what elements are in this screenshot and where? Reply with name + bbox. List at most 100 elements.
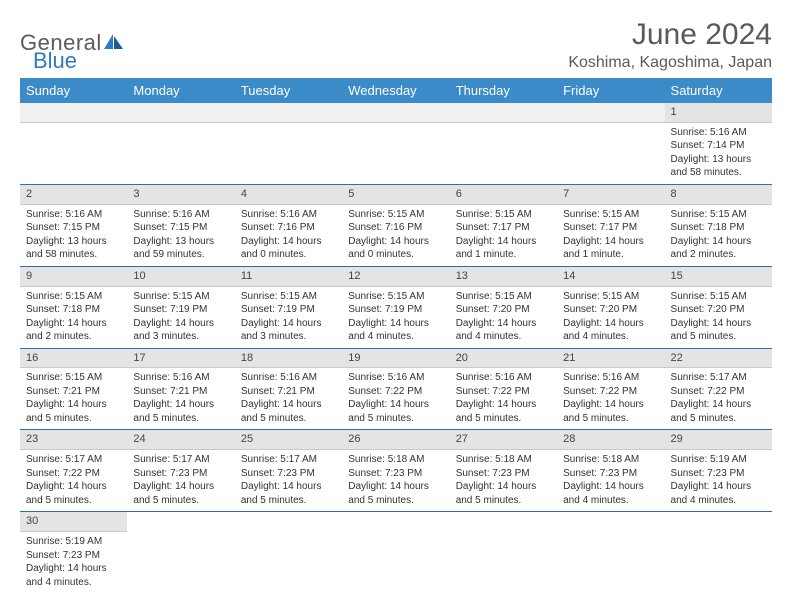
day-body: Sunrise: 5:15 AMSunset: 7:20 PMDaylight:… [557,287,664,348]
day-number: 21 [557,349,664,369]
calendar-cell: 3Sunrise: 5:16 AMSunset: 7:15 PMDaylight… [127,184,234,266]
daylight-text: Daylight: 14 hours and 2 minutes. [26,317,121,344]
sunrise-text: Sunrise: 5:15 AM [563,208,658,222]
sunrise-text: Sunrise: 5:15 AM [456,208,551,222]
sunset-text: Sunset: 7:23 PM [671,467,766,481]
sunset-text: Sunset: 7:21 PM [241,385,336,399]
day-header: Tuesday [235,78,342,103]
daylight-text: Daylight: 14 hours and 5 minutes. [671,398,766,425]
calendar-cell [342,512,449,593]
calendar-cell: 16Sunrise: 5:15 AMSunset: 7:21 PMDayligh… [20,348,127,430]
day-number: 23 [20,430,127,450]
calendar-cell: 2Sunrise: 5:16 AMSunset: 7:15 PMDaylight… [20,184,127,266]
sail-icon [104,34,124,55]
daylight-text: Daylight: 14 hours and 5 minutes. [563,398,658,425]
day-number: 29 [665,430,772,450]
calendar-cell: 24Sunrise: 5:17 AMSunset: 7:23 PMDayligh… [127,430,234,512]
month-title: June 2024 [568,18,772,52]
daylight-text: Daylight: 14 hours and 5 minutes. [671,317,766,344]
day-number: 15 [665,267,772,287]
day-body: Sunrise: 5:16 AMSunset: 7:22 PMDaylight:… [557,368,664,429]
day-number: 9 [20,267,127,287]
sunset-text: Sunset: 7:20 PM [563,303,658,317]
sunrise-text: Sunrise: 5:17 AM [26,453,121,467]
day-body: Sunrise: 5:17 AMSunset: 7:22 PMDaylight:… [665,368,772,429]
day-number: 22 [665,349,772,369]
day-number: 4 [235,185,342,205]
daylight-text: Daylight: 14 hours and 4 minutes. [671,480,766,507]
daylight-text: Daylight: 14 hours and 4 minutes. [563,317,658,344]
calendar-cell: 5Sunrise: 5:15 AMSunset: 7:16 PMDaylight… [342,184,449,266]
calendar-cell: 30Sunrise: 5:19 AMSunset: 7:23 PMDayligh… [20,512,127,593]
sunset-text: Sunset: 7:22 PM [26,467,121,481]
day-number-empty [20,103,127,123]
sunrise-text: Sunrise: 5:15 AM [563,290,658,304]
day-body: Sunrise: 5:15 AMSunset: 7:17 PMDaylight:… [450,205,557,266]
sunrise-text: Sunrise: 5:17 AM [133,453,228,467]
daylight-text: Daylight: 14 hours and 5 minutes. [348,480,443,507]
day-body: Sunrise: 5:16 AMSunset: 7:15 PMDaylight:… [127,205,234,266]
daylight-text: Daylight: 14 hours and 0 minutes. [241,235,336,262]
sunset-text: Sunset: 7:22 PM [671,385,766,399]
sunset-text: Sunset: 7:19 PM [348,303,443,317]
sunrise-text: Sunrise: 5:15 AM [241,290,336,304]
sunset-text: Sunset: 7:23 PM [348,467,443,481]
day-body: Sunrise: 5:16 AMSunset: 7:21 PMDaylight:… [235,368,342,429]
calendar-cell: 18Sunrise: 5:16 AMSunset: 7:21 PMDayligh… [235,348,342,430]
day-number: 26 [342,430,449,450]
day-number: 28 [557,430,664,450]
calendar-cell: 23Sunrise: 5:17 AMSunset: 7:22 PMDayligh… [20,430,127,512]
calendar-week: 30Sunrise: 5:19 AMSunset: 7:23 PMDayligh… [20,512,772,593]
day-body: Sunrise: 5:18 AMSunset: 7:23 PMDaylight:… [342,450,449,511]
day-body: Sunrise: 5:18 AMSunset: 7:23 PMDaylight:… [450,450,557,511]
sunset-text: Sunset: 7:23 PM [456,467,551,481]
day-number: 27 [450,430,557,450]
sunset-text: Sunset: 7:19 PM [133,303,228,317]
sunrise-text: Sunrise: 5:16 AM [26,208,121,222]
day-number: 20 [450,349,557,369]
day-number: 8 [665,185,772,205]
sunset-text: Sunset: 7:21 PM [26,385,121,399]
sunset-text: Sunset: 7:23 PM [26,549,121,563]
daylight-text: Daylight: 13 hours and 58 minutes. [671,153,766,180]
day-body: Sunrise: 5:17 AMSunset: 7:23 PMDaylight:… [127,450,234,511]
daylight-text: Daylight: 14 hours and 4 minutes. [348,317,443,344]
day-body: Sunrise: 5:16 AMSunset: 7:14 PMDaylight:… [665,123,772,184]
calendar-cell: 29Sunrise: 5:19 AMSunset: 7:23 PMDayligh… [665,430,772,512]
day-number-empty [450,103,557,123]
sunset-text: Sunset: 7:23 PM [133,467,228,481]
calendar-week: 2Sunrise: 5:16 AMSunset: 7:15 PMDaylight… [20,184,772,266]
calendar-table: SundayMondayTuesdayWednesdayThursdayFrid… [20,78,772,593]
day-header: Friday [557,78,664,103]
sunrise-text: Sunrise: 5:17 AM [671,371,766,385]
day-number-empty [557,103,664,123]
calendar-cell: 21Sunrise: 5:16 AMSunset: 7:22 PMDayligh… [557,348,664,430]
sunset-text: Sunset: 7:14 PM [671,139,766,153]
day-number: 13 [450,267,557,287]
sunrise-text: Sunrise: 5:16 AM [241,371,336,385]
daylight-text: Daylight: 13 hours and 58 minutes. [26,235,121,262]
calendar-cell [557,103,664,184]
calendar-cell [557,512,664,593]
calendar-cell: 4Sunrise: 5:16 AMSunset: 7:16 PMDaylight… [235,184,342,266]
day-number: 1 [665,103,772,123]
daylight-text: Daylight: 13 hours and 59 minutes. [133,235,228,262]
day-number: 12 [342,267,449,287]
sunset-text: Sunset: 7:23 PM [563,467,658,481]
day-number: 18 [235,349,342,369]
daylight-text: Daylight: 14 hours and 5 minutes. [456,480,551,507]
day-body: Sunrise: 5:15 AMSunset: 7:18 PMDaylight:… [665,205,772,266]
calendar-cell [342,103,449,184]
day-number: 25 [235,430,342,450]
calendar-cell: 20Sunrise: 5:16 AMSunset: 7:22 PMDayligh… [450,348,557,430]
calendar-cell: 25Sunrise: 5:17 AMSunset: 7:23 PMDayligh… [235,430,342,512]
calendar-cell: 19Sunrise: 5:16 AMSunset: 7:22 PMDayligh… [342,348,449,430]
sunrise-text: Sunrise: 5:18 AM [348,453,443,467]
calendar-cell: 17Sunrise: 5:16 AMSunset: 7:21 PMDayligh… [127,348,234,430]
calendar-cell [235,103,342,184]
day-number: 5 [342,185,449,205]
daylight-text: Daylight: 14 hours and 1 minute. [563,235,658,262]
calendar-body: 1Sunrise: 5:16 AMSunset: 7:14 PMDaylight… [20,103,772,593]
location-label: Koshima, Kagoshima, Japan [568,54,772,72]
daylight-text: Daylight: 14 hours and 4 minutes. [563,480,658,507]
